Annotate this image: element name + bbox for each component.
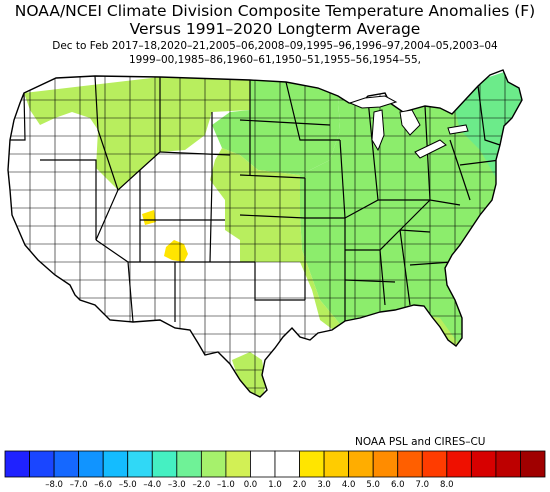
colorbar-box [421, 450, 448, 478]
colorbar-box [78, 450, 104, 478]
colorbar-tick-label: 5.0 [366, 480, 380, 490]
great-lakes [348, 95, 469, 159]
colorbar-box [372, 450, 399, 478]
data-credit: NOAA PSL and CIRES–CU [355, 436, 486, 448]
lake-ontario [447, 124, 469, 135]
colorbar-labels: –8.0 –7.0 –6.0 –5.0 –4.0 –3.0 –2.0 –1.0 0.0 1.0 2.… [45, 480, 453, 490]
colorbar-tick-label: 4.0 [342, 480, 356, 490]
colorbar-tick-label: 7.0 [416, 480, 430, 490]
utah-warm-anomaly-south [164, 240, 188, 262]
colorbar-tick-label: –6.0 [94, 480, 112, 490]
colorbar-box [470, 450, 497, 478]
colorbar-box [495, 450, 521, 478]
colorbar-box [348, 450, 374, 478]
us-climate-division-map [7, 69, 523, 398]
colorbar-box [200, 450, 227, 478]
lake-superior [348, 95, 398, 109]
colorbar-tick-label: 0.0 [244, 480, 258, 490]
lake-huron [399, 109, 421, 136]
colorbar-box [323, 450, 350, 478]
map-subtitle-line1: Dec to Feb 2017–18,2020–21,2005–06,2008–… [52, 40, 498, 52]
colorbar-tick-label: –5.0 [119, 480, 137, 490]
southern-anomaly-region [210, 148, 470, 360]
colorbar-box [250, 450, 276, 478]
colorbar-box [151, 450, 178, 478]
utah-warm-anomaly-north [142, 210, 156, 225]
colorbar-box [4, 450, 30, 478]
map-subtitle-line2: 1999–00,1985–86,1960–61,1950–51,1955–56,… [128, 54, 422, 66]
colorbar-boxes [4, 450, 546, 478]
colorbar-box [446, 450, 472, 478]
climate-division-boundaries [8, 70, 522, 397]
colorbar-tick-label: –3.0 [168, 480, 186, 490]
colorbar-box [225, 450, 251, 478]
colorbar-box [299, 450, 325, 478]
colorbar-tick-label: 3.0 [317, 480, 331, 490]
colorbar-box [29, 450, 55, 478]
colorbar-box [53, 450, 80, 478]
map-title-line1: NOAA/NCEI Climate Division Composite Tem… [14, 2, 536, 20]
colorbar-tick-label: –8.0 [45, 480, 63, 490]
colorbar-tick-label: 2.0 [293, 480, 307, 490]
temperature-anomaly-colorbar: –8.0 –7.0 –6.0 –5.0 –4.0 –3.0 –2.0 –1.0 0.0 1.0 2.… [4, 450, 546, 490]
colorbar-tick-label: –4.0 [143, 480, 161, 490]
northern-plains-anomaly-region [212, 80, 340, 175]
colorbar-tick-label: –7.0 [70, 480, 88, 490]
colorbar-tick-label: 1.0 [268, 480, 282, 490]
northwest-anomaly-region [24, 77, 250, 190]
colorbar-tick-label: –2.0 [192, 480, 210, 490]
state-boundaries [10, 75, 501, 330]
colorbar-box [127, 450, 153, 478]
map-title-line2: Versus 1991–2020 Longterm Average [129, 20, 421, 38]
colorbar-box [397, 450, 423, 478]
south-texas-anomaly-region [232, 352, 266, 397]
colorbar-tick-label: –1.0 [217, 480, 235, 490]
colorbar-tick-label: 8.0 [440, 480, 454, 490]
lake-erie [414, 139, 447, 159]
lake-michigan [371, 109, 385, 152]
colorbar-box [176, 450, 202, 478]
colorbar-box [102, 450, 129, 478]
colorbar-box [520, 450, 546, 478]
colorbar-box [274, 450, 300, 478]
colorbar-tick-label: 6.0 [391, 480, 405, 490]
